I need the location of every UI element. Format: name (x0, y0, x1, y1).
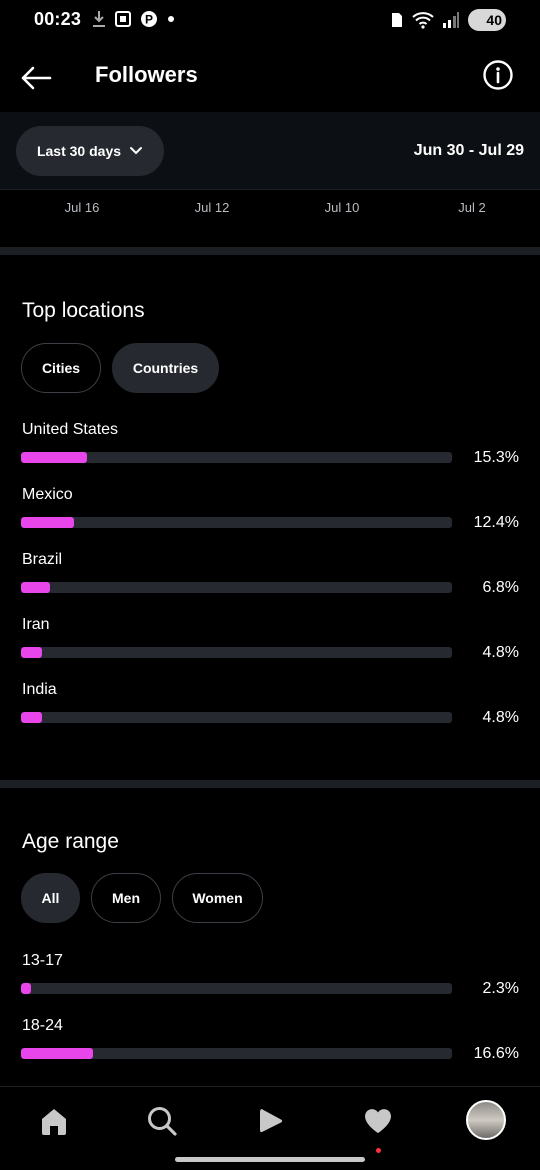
nav-activity[interactable] (358, 1101, 398, 1141)
location-label: Iran (22, 616, 50, 633)
signal-icon (443, 12, 459, 28)
age-label: 13-17 (22, 952, 63, 969)
bottom-nav (0, 1086, 540, 1170)
axis-label: Jul 16 (64, 200, 100, 215)
location-value: 6.8% (482, 579, 519, 596)
date-range-label: Jun 30 - Jul 29 (413, 142, 524, 159)
location-label: Mexico (22, 486, 73, 503)
location-bar-fill (21, 712, 42, 723)
svg-text:P: P (145, 13, 153, 27)
age-bar-track (21, 983, 452, 994)
location-bar-track (21, 452, 452, 463)
pinterest-icon: P (141, 11, 157, 27)
location-bar-track (21, 517, 452, 528)
chip-cities[interactable]: Cities (21, 343, 101, 393)
location-bar-fill (21, 582, 51, 593)
axis-label: Jul 2 (458, 200, 486, 215)
age-label: 18-24 (22, 1017, 63, 1034)
chart-axis-labels: Jul 16 Jul 12 Jul 10 Jul 2 (0, 198, 540, 218)
age-bar-fill (21, 1048, 93, 1059)
location-bar-track (21, 712, 452, 723)
section-divider (0, 780, 540, 788)
period-dropdown[interactable]: Last 30 days (16, 126, 164, 176)
nav-home[interactable] (34, 1101, 74, 1141)
chevron-down-icon (130, 147, 143, 155)
chip-women[interactable]: Women (172, 873, 263, 923)
location-row: India 4.8% (0, 681, 540, 741)
chip-all[interactable]: All (21, 873, 80, 923)
home-icon (42, 1109, 66, 1135)
location-label: United States (22, 421, 119, 438)
download-icon (93, 11, 105, 27)
location-bar-track (21, 647, 452, 658)
location-bar-fill (21, 517, 75, 528)
wifi-icon (412, 12, 434, 29)
nav-search[interactable] (142, 1101, 182, 1141)
notification-dot (376, 1148, 381, 1153)
age-row: 13-17 2.3% (0, 952, 540, 1012)
sim-icon (392, 13, 402, 27)
back-button[interactable] (18, 60, 54, 96)
age-value: 16.6% (473, 1045, 519, 1062)
profile-avatar[interactable] (466, 1100, 506, 1140)
nav-reels[interactable] (250, 1101, 290, 1141)
axis-label: Jul 10 (324, 200, 360, 215)
location-value: 4.8% (482, 644, 519, 661)
dot-icon (168, 16, 174, 22)
location-bar-track (21, 582, 452, 593)
location-bar-fill (21, 647, 42, 658)
info-button[interactable] (482, 59, 514, 91)
activity-heart-icon (365, 1109, 391, 1133)
home-indicator[interactable] (175, 1157, 365, 1162)
screenshot-icon (115, 11, 131, 27)
battery-icon: 40 (468, 9, 506, 31)
header: Followers (0, 46, 540, 108)
location-row: Mexico 12.4% (0, 486, 540, 546)
top-locations-title: Top locations (22, 299, 145, 322)
date-filter-bar: Last 30 days Jun 30 - Jul 29 (0, 112, 540, 190)
chip-men[interactable]: Men (91, 873, 161, 923)
location-value: 12.4% (473, 514, 519, 531)
page-title: Followers (95, 62, 198, 87)
axis-label: Jul 12 (194, 200, 230, 215)
location-value: 4.8% (482, 709, 519, 726)
location-row: Iran 4.8% (0, 616, 540, 676)
status-bar: 00:23 P 40 (0, 0, 540, 42)
age-range-title: Age range (22, 830, 119, 853)
chip-countries[interactable]: Countries (112, 343, 219, 393)
info-icon (483, 60, 513, 90)
period-dropdown-label: Last 30 days (36, 143, 122, 159)
age-row: 18-24 16.6% (0, 1017, 540, 1077)
status-time: 00:23 (34, 9, 82, 29)
search-icon (148, 1107, 177, 1136)
reels-icon (260, 1109, 283, 1133)
location-row: United States 15.3% (0, 421, 540, 481)
arrow-left-icon (21, 66, 52, 90)
age-value: 2.3% (482, 980, 519, 997)
location-row: Brazil 6.8% (0, 551, 540, 611)
location-label: India (22, 681, 57, 698)
location-bar-fill (21, 452, 87, 463)
age-bar-fill (21, 983, 31, 994)
location-label: Brazil (22, 551, 63, 568)
age-bar-track (21, 1048, 452, 1059)
location-value: 15.3% (473, 449, 519, 466)
section-divider (0, 247, 540, 255)
